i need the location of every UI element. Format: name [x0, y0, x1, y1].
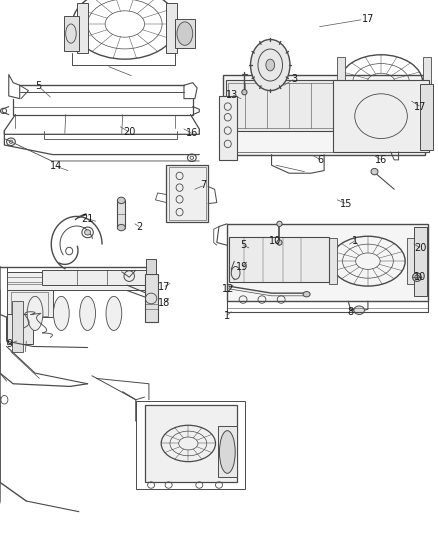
Text: 6: 6 — [318, 155, 324, 165]
Text: 10: 10 — [269, 236, 281, 246]
Bar — [42, 270, 147, 285]
Ellipse shape — [277, 221, 282, 227]
Bar — [218, 426, 237, 477]
Bar — [169, 167, 206, 220]
Text: 14: 14 — [50, 161, 62, 171]
Ellipse shape — [413, 273, 421, 281]
Bar — [175, 19, 195, 48]
Text: 7: 7 — [201, 181, 207, 190]
Bar — [145, 405, 237, 482]
Text: 20: 20 — [123, 127, 135, 137]
Bar — [423, 57, 431, 108]
Bar — [226, 120, 423, 152]
Text: 17: 17 — [414, 102, 427, 111]
Bar — [420, 84, 433, 150]
Text: 20: 20 — [414, 243, 427, 253]
Text: 21: 21 — [81, 214, 94, 223]
Bar — [223, 75, 425, 155]
Ellipse shape — [251, 39, 290, 91]
Bar — [7, 314, 33, 344]
Ellipse shape — [53, 296, 69, 330]
Bar — [329, 238, 337, 284]
Bar — [414, 227, 427, 296]
Text: 5: 5 — [35, 82, 42, 91]
Ellipse shape — [117, 197, 125, 204]
Ellipse shape — [117, 224, 125, 231]
Text: 18: 18 — [158, 298, 170, 308]
Text: 12: 12 — [222, 284, 234, 294]
Text: 13: 13 — [226, 90, 238, 100]
Ellipse shape — [106, 296, 122, 330]
Bar — [407, 238, 415, 284]
Text: 17: 17 — [362, 14, 374, 23]
Bar — [64, 16, 79, 51]
Ellipse shape — [371, 168, 378, 175]
Bar — [166, 165, 208, 222]
Ellipse shape — [27, 296, 43, 330]
Text: 9: 9 — [7, 339, 13, 349]
Ellipse shape — [85, 230, 91, 235]
Text: 8: 8 — [347, 307, 353, 317]
Bar — [228, 83, 335, 128]
Bar — [229, 237, 328, 282]
Ellipse shape — [219, 431, 235, 473]
Bar — [117, 200, 125, 228]
Bar — [7, 272, 145, 290]
Ellipse shape — [242, 90, 247, 95]
Ellipse shape — [80, 296, 95, 330]
Text: 17: 17 — [158, 282, 170, 292]
Bar — [77, 3, 88, 53]
Bar — [136, 401, 245, 489]
Bar — [12, 301, 23, 352]
Ellipse shape — [231, 266, 240, 279]
Ellipse shape — [177, 22, 193, 45]
Text: 16: 16 — [186, 128, 198, 138]
Bar — [11, 292, 48, 316]
Text: 16: 16 — [375, 155, 387, 165]
Text: 1: 1 — [224, 311, 230, 320]
Bar — [227, 224, 428, 301]
Bar — [7, 290, 53, 317]
Text: 15: 15 — [340, 199, 352, 208]
Ellipse shape — [303, 292, 310, 297]
Bar — [337, 57, 345, 108]
Bar — [219, 96, 237, 160]
Ellipse shape — [277, 240, 282, 245]
Text: 10: 10 — [414, 272, 427, 282]
Text: 3: 3 — [291, 74, 297, 84]
Bar — [226, 80, 337, 131]
Bar — [146, 259, 156, 274]
Bar — [145, 274, 158, 322]
Text: 5: 5 — [240, 240, 246, 250]
Bar — [166, 3, 177, 53]
Ellipse shape — [354, 306, 364, 314]
Text: 2: 2 — [136, 222, 142, 231]
Text: 19: 19 — [236, 262, 248, 271]
Bar — [333, 80, 429, 152]
Text: 1: 1 — [352, 236, 358, 246]
Ellipse shape — [266, 59, 275, 71]
